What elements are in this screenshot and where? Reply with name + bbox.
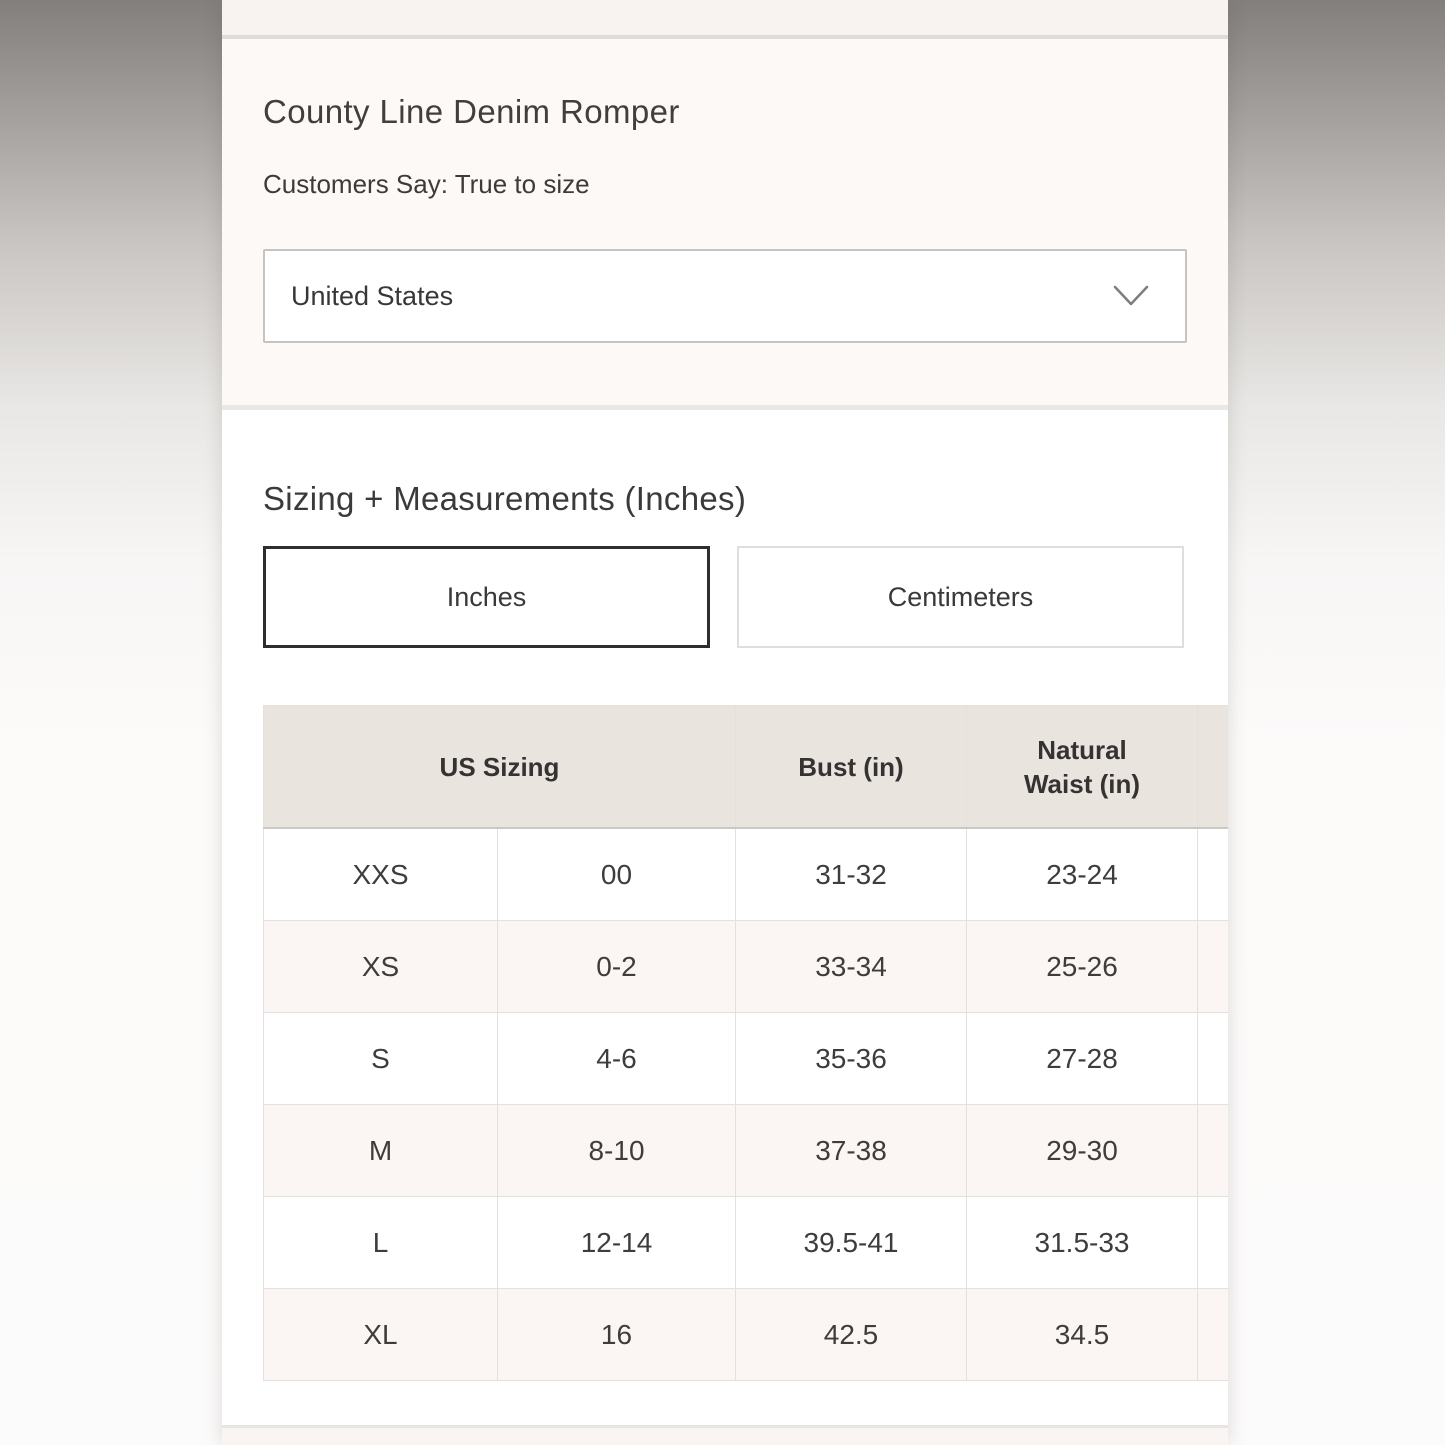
header-bust: Bust (in) [735, 705, 967, 829]
previous-section-strip [222, 0, 1228, 39]
product-info-section: County Line Denim Romper Customers Say: … [222, 39, 1228, 410]
extra-cell-clipped [1197, 1288, 1228, 1381]
tab-inches[interactable]: Inches [263, 546, 710, 648]
table-row: L 12-14 39.5-41 31.5-33 [263, 1196, 1228, 1289]
us-number-cell: 0-2 [497, 920, 736, 1013]
waist-cell: 25-26 [966, 920, 1198, 1013]
waist-cell: 27-28 [966, 1012, 1198, 1105]
us-number-cell: 8-10 [497, 1104, 736, 1197]
tab-centimeters[interactable]: Centimeters [737, 546, 1184, 648]
table-row: XL 16 42.5 34.5 [263, 1288, 1228, 1381]
size-table-scroll-area[interactable]: US Sizing Bust (in) Natural Waist (in) X… [263, 705, 1228, 1381]
table-header-row: US Sizing Bust (in) Natural Waist (in) [263, 705, 1228, 829]
size-cell: L [263, 1196, 498, 1289]
table-row: XS 0-2 33-34 25-26 [263, 920, 1228, 1013]
waist-cell: 23-24 [966, 827, 1198, 921]
table-row: XXS 00 31-32 23-24 [263, 827, 1228, 921]
country-dropdown[interactable]: United States [263, 249, 1187, 343]
header-natural-waist: Natural Waist (in) [966, 705, 1198, 829]
chevron-down-icon [1113, 285, 1149, 306]
extra-cell-clipped [1197, 1104, 1228, 1197]
size-cell: XS [263, 920, 498, 1013]
bust-cell: 42.5 [735, 1288, 967, 1381]
bust-cell: 33-34 [735, 920, 967, 1013]
us-number-cell: 4-6 [497, 1012, 736, 1105]
unit-toggle: Inches Centimeters [263, 546, 1228, 648]
extra-cell-clipped [1197, 920, 1228, 1013]
header-us-sizing: US Sizing [263, 705, 736, 829]
country-dropdown-value: United States [291, 280, 454, 311]
bust-cell: 31-32 [735, 827, 967, 921]
waist-cell: 31.5-33 [966, 1196, 1198, 1289]
sizing-section: Sizing + Measurements (Inches) Inches Ce… [222, 410, 1228, 1428]
sizing-heading: Sizing + Measurements (Inches) [263, 480, 747, 517]
waist-cell: 34.5 [966, 1288, 1198, 1381]
table-row: S 4-6 35-36 27-28 [263, 1012, 1228, 1105]
bust-cell: 37-38 [735, 1104, 967, 1197]
size-cell: S [263, 1012, 498, 1105]
us-number-cell: 12-14 [497, 1196, 736, 1289]
extra-cell-clipped [1197, 1196, 1228, 1289]
us-number-cell: 00 [497, 827, 736, 921]
size-table: US Sizing Bust (in) Natural Waist (in) X… [263, 705, 1228, 1381]
size-cell: M [263, 1104, 498, 1197]
us-number-cell: 16 [497, 1288, 736, 1381]
bust-cell: 39.5-41 [735, 1196, 967, 1289]
waist-cell: 29-30 [966, 1104, 1198, 1197]
size-cell: XL [263, 1288, 498, 1381]
next-section-strip [222, 1428, 1228, 1445]
product-title: County Line Denim Romper [263, 93, 680, 130]
fit-summary-text: Customers Say: True to size [263, 169, 590, 199]
bust-cell: 35-36 [735, 1012, 967, 1105]
extra-cell-clipped [1197, 827, 1228, 921]
header-extra-clipped [1197, 705, 1228, 829]
size-cell: XXS [263, 827, 498, 921]
table-row: M 8-10 37-38 29-30 [263, 1104, 1228, 1197]
size-guide-panel: County Line Denim Romper Customers Say: … [222, 0, 1228, 1445]
extra-cell-clipped [1197, 1012, 1228, 1105]
